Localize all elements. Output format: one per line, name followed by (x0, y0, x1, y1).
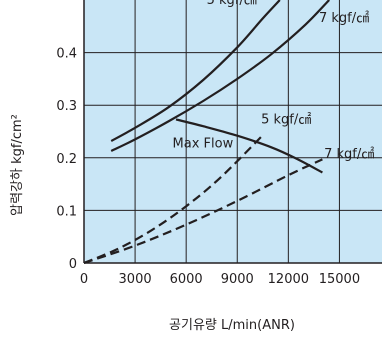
series-line-solid-7-kgf (110, 0, 330, 152)
annotation-0: 5 kgf/㎠ (207, 0, 257, 8)
annotation-3: 5 kgf/㎠ (261, 113, 311, 128)
x-tick-label-0: 0 (80, 272, 88, 287)
x-tick-label-12000: 12000 (268, 272, 309, 287)
x-tick-label-9000: 9000 (221, 272, 254, 287)
y-tick-label-0.2: 0.2 (56, 152, 77, 167)
annotation-4: 7 kgf/㎠ (324, 147, 374, 162)
x-tick-label-6000: 6000 (170, 272, 203, 287)
y-tick-label-0.4: 0.4 (56, 47, 77, 62)
series-line-solid-max-flow (175, 118, 323, 174)
plot-background (84, 0, 382, 263)
grid-lines (84, 0, 382, 263)
annotation-1: 7 kgf/㎠ (319, 11, 369, 26)
series-line-solid-5-kgf (110, 0, 281, 142)
x-tick-label-15000: 15000 (319, 272, 360, 287)
y-tick-label-0.3: 0.3 (56, 99, 77, 114)
y-tick-label-0.1: 0.1 (56, 204, 77, 219)
axes: 0 3000 6000 9000 12000 15000 0 0.1 0.2 0.3 0.4 (56, 0, 382, 287)
curve-annotations: 5 kgf/㎠ 7 kgf/㎠ Max Flow 5 kgf/㎠ 7 kgf/㎠ (173, 0, 375, 162)
series-line-dashed-7-kgf (83, 158, 323, 265)
annotation-2: Max Flow (173, 136, 234, 151)
y-axis-label: 압력강하 kgf/cm² (10, 114, 25, 216)
y-tick-label-0: 0 (69, 257, 77, 272)
series-line-dashed-5-kgf (83, 134, 264, 265)
data-curves (83, 0, 330, 265)
x-axis-label: 공기유량 L/min(ANR) (169, 318, 295, 333)
x-tick-label-3000: 3000 (119, 272, 152, 287)
